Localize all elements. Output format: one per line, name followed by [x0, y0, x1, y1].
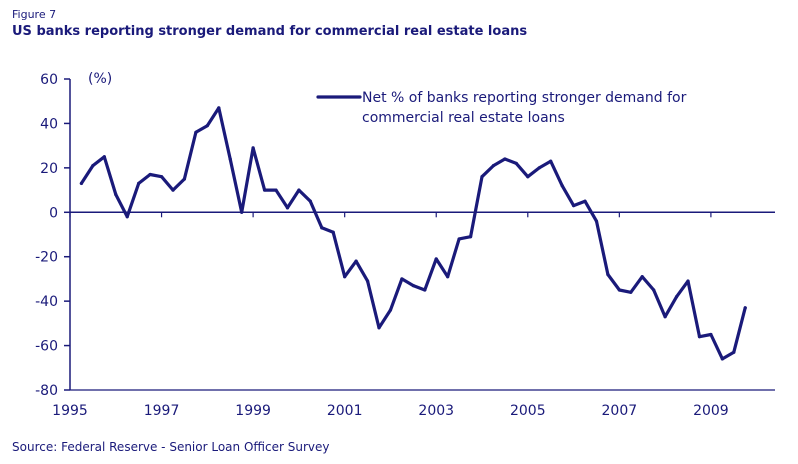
data-point — [457, 237, 461, 241]
data-point — [159, 175, 164, 179]
data-point — [240, 210, 244, 214]
data-point — [526, 175, 530, 179]
data-point — [194, 130, 198, 134]
data-point — [709, 332, 713, 337]
data-point — [446, 275, 450, 279]
data-point — [468, 235, 473, 239]
data-point — [79, 181, 84, 186]
data-point — [514, 161, 518, 166]
data-point — [720, 357, 724, 361]
y-tick-label: -80 — [35, 383, 58, 399]
data-point — [606, 272, 610, 277]
data-point — [640, 275, 644, 279]
data-point — [251, 146, 255, 150]
x-tick-label: 1995 — [52, 403, 88, 419]
data-point — [549, 159, 553, 163]
data-point — [171, 188, 175, 192]
data-point — [674, 295, 679, 299]
legend-label: commercial real estate loans — [362, 110, 565, 126]
chart-title: US banks reporting stronger demand for c… — [12, 24, 528, 39]
data-point — [125, 215, 129, 219]
data-point — [503, 157, 507, 161]
data-point — [388, 308, 393, 312]
data-point — [365, 279, 370, 283]
data-point — [137, 181, 141, 186]
y-tick-label: -60 — [35, 339, 58, 355]
data-point — [743, 306, 747, 310]
data-point — [343, 275, 347, 279]
data-point — [228, 157, 232, 161]
series-line — [79, 106, 747, 361]
x-tick-label: 2009 — [693, 403, 729, 419]
data-point — [400, 277, 404, 281]
y-tick-label: 20 — [40, 161, 58, 177]
data-point — [434, 257, 438, 261]
x-tick-label: 2007 — [602, 403, 638, 419]
data-point — [537, 166, 541, 170]
y-tick-label: 60 — [40, 72, 58, 88]
y-axis-unit-label: (%) — [88, 71, 112, 87]
data-point — [560, 184, 564, 188]
data-point — [377, 326, 381, 330]
data-point — [114, 192, 118, 197]
data-point — [652, 288, 656, 292]
legend-label: Net % of banks reporting stronger demand… — [362, 90, 687, 106]
data-point — [594, 219, 599, 223]
data-point — [148, 172, 152, 177]
data-point — [617, 288, 621, 292]
x-axis: 1995 1997 1999 2001 2003 2005 2007 2009 — [52, 211, 775, 419]
data-point — [629, 290, 633, 294]
data-point — [697, 335, 702, 339]
data-point — [297, 188, 301, 192]
x-tick-label: 2005 — [510, 403, 546, 419]
source-note: Source: Federal Reserve - Senior Loan Of… — [12, 440, 330, 454]
legend: Net % of banks reporting stronger demand… — [316, 90, 687, 126]
y-tick-label: -40 — [35, 294, 58, 310]
data-point — [91, 164, 95, 168]
data-point — [320, 226, 324, 230]
y-axis: 60 40 20 0 -20 -40 -60 -80 — [35, 72, 71, 399]
data-point — [571, 204, 576, 208]
data-point — [411, 283, 415, 288]
data-point — [583, 199, 587, 203]
figure-label: Figure 7 — [12, 8, 57, 21]
data-point — [663, 315, 667, 319]
data-point — [423, 288, 427, 292]
series-lines — [79, 106, 747, 361]
data-point — [262, 188, 267, 192]
y-tick-label: -20 — [35, 250, 58, 266]
x-tick-label: 1997 — [144, 403, 180, 419]
data-point — [354, 259, 358, 263]
data-point — [308, 199, 312, 203]
data-point — [285, 206, 290, 210]
data-point — [331, 230, 335, 234]
data-point — [182, 177, 187, 181]
data-point — [491, 164, 496, 168]
x-tick-label: 2003 — [418, 403, 454, 419]
x-tick-label: 2001 — [327, 403, 363, 419]
data-point — [205, 124, 209, 128]
data-point — [274, 188, 278, 192]
x-tick-label: 1999 — [235, 403, 271, 419]
data-point — [217, 106, 221, 110]
data-point — [686, 279, 690, 283]
data-point — [102, 155, 106, 159]
y-tick-label: 0 — [49, 205, 58, 221]
y-tick-label: 40 — [40, 116, 58, 132]
data-point — [732, 350, 736, 354]
data-point — [480, 175, 484, 179]
